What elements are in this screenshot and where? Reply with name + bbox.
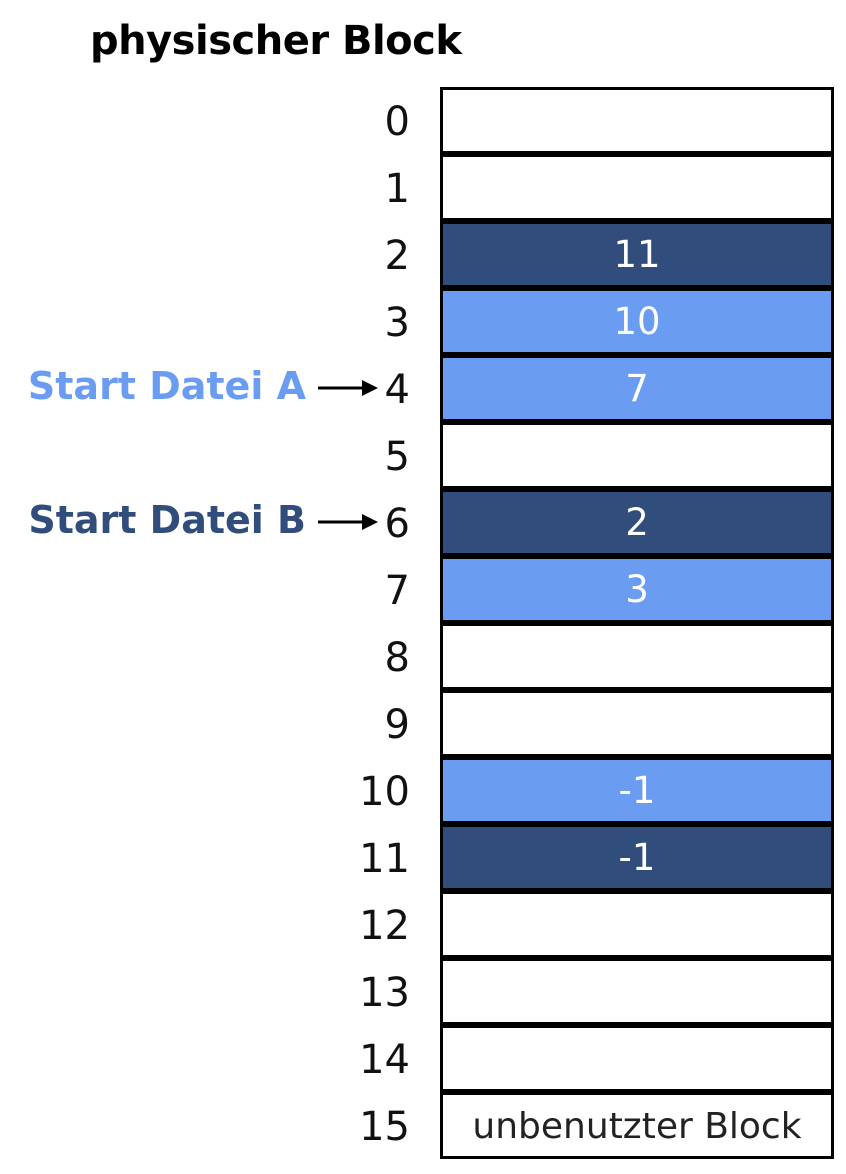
start-arrow-icon: [318, 514, 378, 530]
block-6-value: 2: [625, 501, 649, 544]
block-10: -1: [440, 757, 834, 824]
block-4: 7: [440, 355, 834, 422]
block-index-15: 15: [359, 1104, 410, 1150]
block-index-4: 4: [384, 367, 410, 413]
block-index-0: 0: [384, 99, 410, 145]
block-index-6: 6: [384, 501, 410, 547]
block-index-5: 5: [384, 434, 410, 480]
arrow-head: [362, 380, 378, 396]
block-11-value: -1: [618, 836, 656, 879]
block-2-value: 11: [613, 233, 661, 276]
block-index-10: 10: [359, 769, 410, 815]
block-index-7: 7: [384, 568, 410, 614]
block-4-value: 7: [625, 367, 649, 410]
start-arrow-icon: [318, 380, 378, 396]
unused-block-caption: unbenutzter Block: [472, 1106, 802, 1147]
block-11: -1: [440, 824, 834, 891]
block-2: 11: [440, 221, 834, 288]
block-index-9: 9: [384, 702, 410, 748]
diagram-title: physischer Block: [90, 18, 462, 64]
block-0: [440, 87, 834, 154]
block-6: 2: [440, 489, 834, 556]
block-5: [440, 422, 834, 489]
block-index-14: 14: [359, 1037, 410, 1083]
block-3: 10: [440, 288, 834, 355]
block-index-13: 13: [359, 970, 410, 1016]
block-index-1: 1: [384, 166, 410, 212]
block-15: unbenutzter Block: [440, 1092, 834, 1159]
arrow-head: [362, 514, 378, 530]
block-12: [440, 891, 834, 958]
block-9: [440, 690, 834, 757]
block-14: [440, 1025, 834, 1092]
block-7-value: 3: [625, 568, 649, 611]
block-index-12: 12: [359, 903, 410, 949]
block-1: [440, 154, 834, 221]
block-index-3: 3: [384, 300, 410, 346]
block-10-value: -1: [618, 769, 656, 812]
block-index-11: 11: [359, 836, 410, 882]
block-index-2: 2: [384, 233, 410, 279]
block-3-value: 10: [613, 300, 661, 343]
block-13: [440, 958, 834, 1025]
start-label-file-a: Start Datei A: [27, 364, 306, 408]
block-index-8: 8: [384, 635, 410, 681]
start-label-file-b: Start Datei B: [28, 498, 306, 542]
block-8: [440, 623, 834, 690]
block-7: 3: [440, 556, 834, 623]
